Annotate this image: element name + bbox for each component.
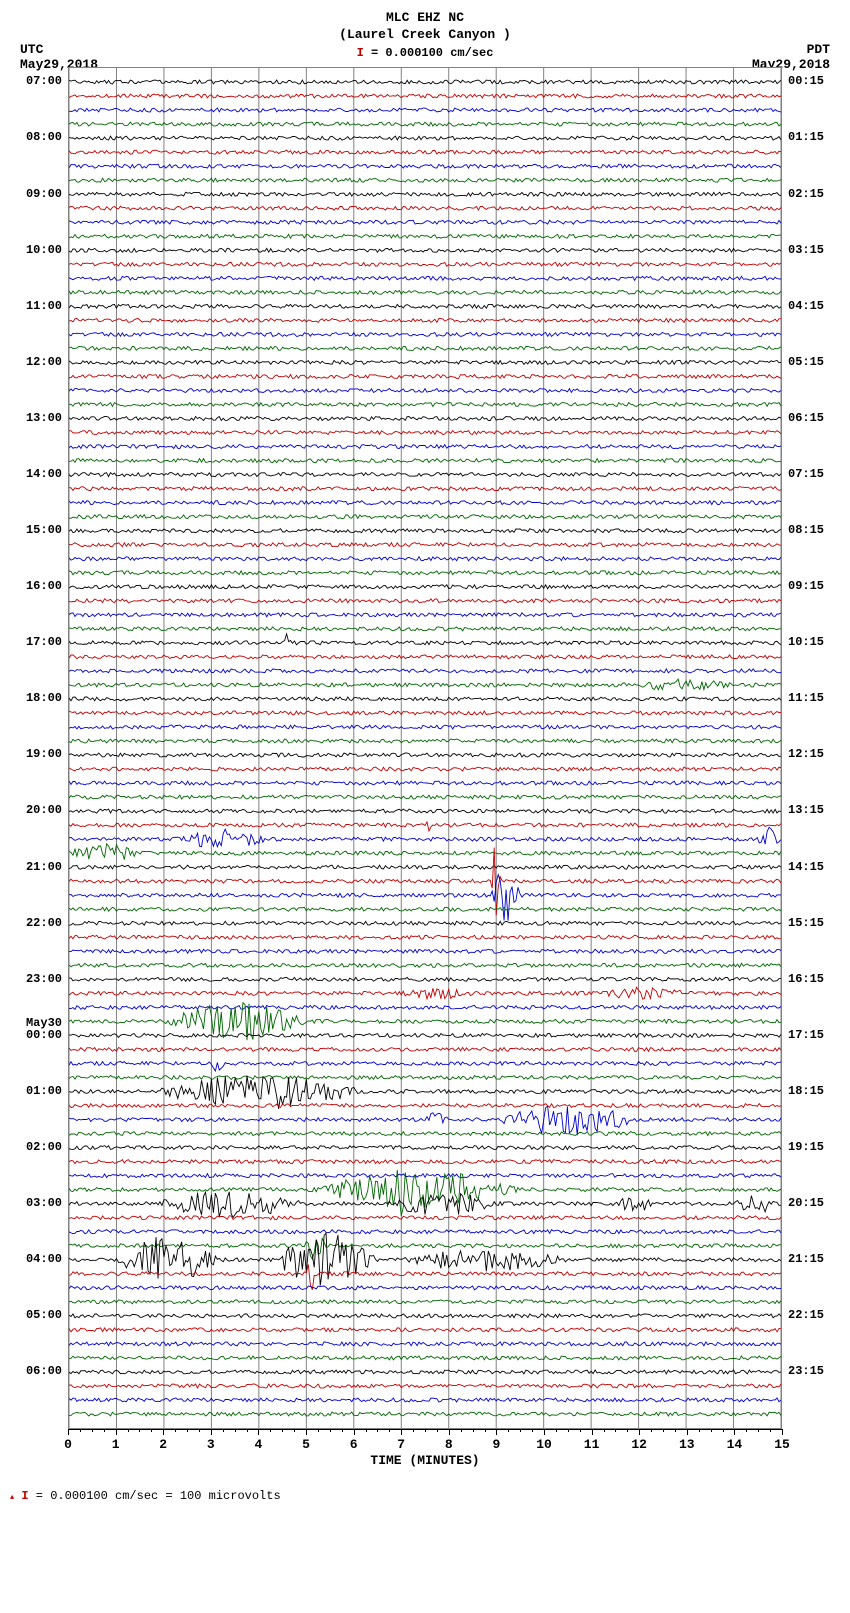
scale-note: I = 0.000100 cm/sec xyxy=(10,46,840,62)
x-tick-label: 14 xyxy=(727,1437,743,1452)
left-hour-label: 06:00 xyxy=(26,1364,62,1378)
right-hour-label: 14:15 xyxy=(788,860,824,874)
right-hour-label: 18:15 xyxy=(788,1084,824,1098)
right-hour-label: 09:15 xyxy=(788,579,824,593)
right-hour-label: 15:15 xyxy=(788,916,824,930)
right-hour-label: 07:15 xyxy=(788,467,824,481)
right-hour-label: 03:15 xyxy=(788,243,824,257)
chart-title-2: (Laurel Creek Canyon ) xyxy=(10,27,840,44)
x-tick-label: 8 xyxy=(445,1437,453,1452)
plot-area xyxy=(68,67,782,1429)
left-hour-label: 09:00 xyxy=(26,187,62,201)
left-hour-label: 05:00 xyxy=(26,1308,62,1322)
right-hour-label: 22:15 xyxy=(788,1308,824,1322)
x-tick-label: 5 xyxy=(302,1437,310,1452)
left-hour-label: 11:00 xyxy=(26,299,62,313)
x-tick-label: 11 xyxy=(584,1437,600,1452)
right-hour-label: 10:15 xyxy=(788,635,824,649)
chart-header: MLC EHZ NC (Laurel Creek Canyon ) I = 0.… xyxy=(10,10,840,61)
right-hour-label: 12:15 xyxy=(788,747,824,761)
right-hour-label: 17:15 xyxy=(788,1028,824,1042)
footer-scale-symbol: I xyxy=(21,1489,28,1503)
x-tick-label: 7 xyxy=(397,1437,405,1452)
right-hour-label: 04:15 xyxy=(788,299,824,313)
x-tick-label: 1 xyxy=(112,1437,120,1452)
chart-title-1: MLC EHZ NC xyxy=(10,10,840,27)
left-hour-label: 21:00 xyxy=(26,860,62,874)
left-hour-label: 02:00 xyxy=(26,1140,62,1154)
right-hour-label: 00:15 xyxy=(788,74,824,88)
x-tick-label: 9 xyxy=(492,1437,500,1452)
plot-outer: 07:00 08:00 09:00 10:00 11:00 12:00 13:00 14:00… xyxy=(10,67,840,1469)
right-hour-label: 16:15 xyxy=(788,972,824,986)
left-hour-label: 19:00 xyxy=(26,747,62,761)
x-tick-label: 3 xyxy=(207,1437,215,1452)
right-hour-label: 11:15 xyxy=(788,691,824,705)
x-tick-label: 13 xyxy=(679,1437,695,1452)
left-hour-label: 07:00 xyxy=(26,74,62,88)
footer-tick-icon: ▲ xyxy=(10,1494,14,1502)
footer-text: = 0.000100 cm/sec = 100 microvolts xyxy=(29,1489,281,1503)
left-hour-label: 17:00 xyxy=(26,635,62,649)
left-hour-label: 13:00 xyxy=(26,411,62,425)
x-axis-title: TIME (MINUTES) xyxy=(370,1453,479,1468)
x-tick-label: 6 xyxy=(350,1437,358,1452)
left-hour-label: 22:00 xyxy=(26,916,62,930)
right-hour-label: 23:15 xyxy=(788,1364,824,1378)
left-hour-label: 15:00 xyxy=(26,523,62,537)
right-hour-label: 02:15 xyxy=(788,187,824,201)
x-tick-label: 2 xyxy=(159,1437,167,1452)
right-hour-label: 20:15 xyxy=(788,1196,824,1210)
right-hour-label: 13:15 xyxy=(788,803,824,817)
left-hour-label: 03:00 xyxy=(26,1196,62,1210)
tz-left-label: UTC xyxy=(20,42,98,57)
scale-text: = 0.000100 cm/sec xyxy=(364,46,494,60)
left-hour-label: 16:00 xyxy=(26,579,62,593)
left-hour-label: 14:00 xyxy=(26,467,62,481)
x-tick-label: 4 xyxy=(254,1437,262,1452)
left-hour-label: 08:00 xyxy=(26,130,62,144)
seismogram-chart: UTC May29,2018 PDT May29,2018 MLC EHZ NC… xyxy=(10,10,840,1503)
chart-footer: ▲ I = 0.000100 cm/sec = 100 microvolts xyxy=(10,1489,840,1503)
right-hour-label: 01:15 xyxy=(788,130,824,144)
right-hour-label: 21:15 xyxy=(788,1252,824,1266)
left-hour-label: 04:00 xyxy=(26,1252,62,1266)
left-hour-label: 23:00 xyxy=(26,972,62,986)
right-hour-label: 06:15 xyxy=(788,411,824,425)
scale-symbol: I xyxy=(357,46,364,60)
x-tick-label: 10 xyxy=(536,1437,552,1452)
x-tick-label: 12 xyxy=(631,1437,647,1452)
seismogram-svg xyxy=(69,68,781,1428)
x-tick-label: 0 xyxy=(64,1437,72,1452)
tz-right-label: PDT xyxy=(752,42,830,57)
right-hour-label: 05:15 xyxy=(788,355,824,369)
right-hour-label: 19:15 xyxy=(788,1140,824,1154)
left-hour-label: 10:00 xyxy=(26,243,62,257)
x-tick-label: 15 xyxy=(774,1437,790,1452)
left-hour-label: 18:00 xyxy=(26,691,62,705)
right-hour-label: 08:15 xyxy=(788,523,824,537)
left-hour-label: 00:00 xyxy=(26,1028,62,1042)
left-hour-label: 12:00 xyxy=(26,355,62,369)
left-hour-label: 01:00 xyxy=(26,1084,62,1098)
x-axis: TIME (MINUTES) 0123456789101112131415 xyxy=(68,1429,782,1469)
left-hour-label: 20:00 xyxy=(26,803,62,817)
